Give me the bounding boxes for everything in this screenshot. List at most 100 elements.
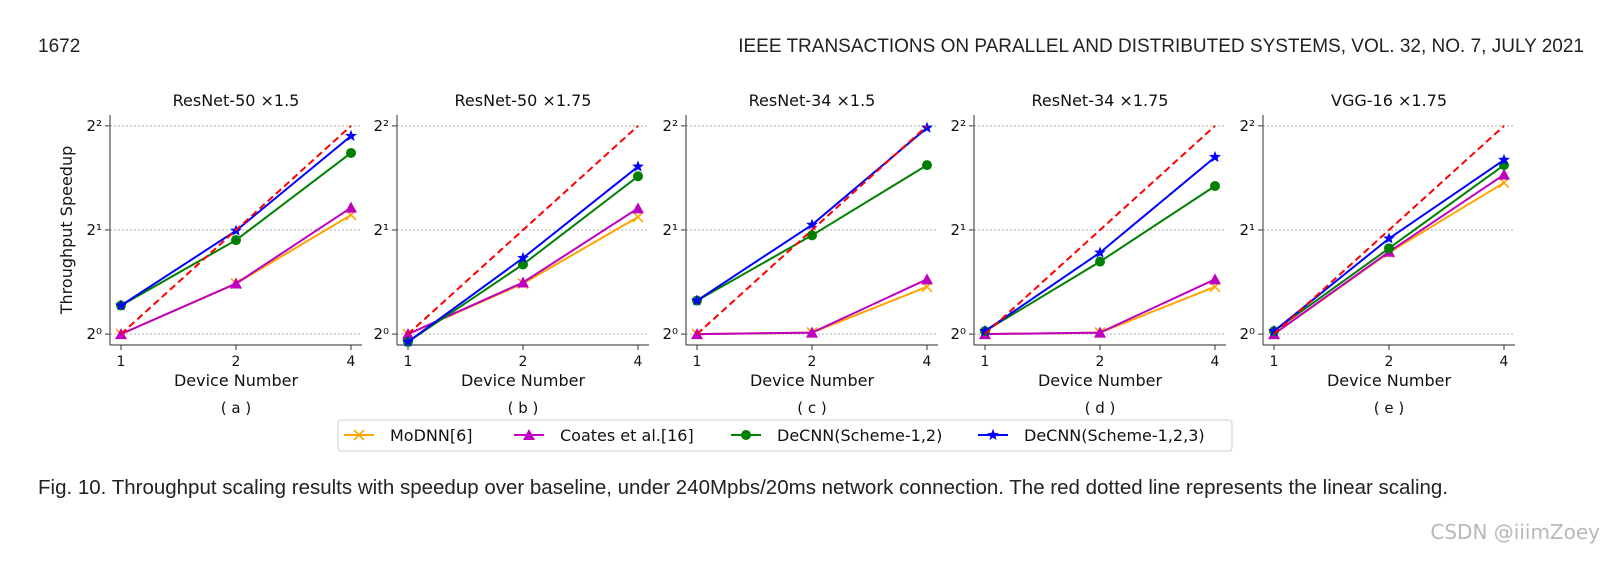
chart-title: ResNet-34 ×1.5 [749,91,876,110]
star-marker [517,251,529,263]
y-tick-label: 2¹ [86,221,102,239]
star-marker [1209,150,1221,163]
subfigure-label: ( c ) [797,399,827,417]
star-marker [1498,153,1510,165]
y-tick-label: 2¹ [1239,221,1255,239]
circle-marker [633,171,643,182]
circle-marker [807,230,817,241]
series-circle [980,181,1220,337]
subfigure-label: ( d ) [1085,399,1116,417]
circle-marker [346,147,356,158]
series-x [1268,177,1510,340]
series-line [1273,181,1505,335]
y-tick-label: 2² [373,117,389,135]
y-tick-label: 2² [662,117,678,135]
chart-panel-a: 2⁰ 2¹ 2² 1 2 4 ResNet-50 ×1.5 Device Number ( a … [57,91,362,417]
linear-scaling-line [696,125,928,335]
star-marker [1094,246,1106,258]
x-tick-label: 1 [981,354,990,370]
y-tick-label: 2² [1239,117,1255,135]
series-line [407,207,639,336]
legend-entry: DeCNN(Scheme-1,2) [731,426,942,445]
x-tick-label: 4 [1211,354,1220,370]
x-marker [353,429,365,441]
star-marker [115,299,127,311]
x-tick-label: 4 [1500,354,1509,370]
x-marker [632,211,644,223]
series-star [1268,153,1510,337]
x-tick-label: 2 [232,354,241,370]
series-star [691,121,933,306]
x-tick-label: 1 [1270,354,1279,370]
legend-label: DeCNN(Scheme-1,2) [777,426,942,445]
star-marker [632,160,644,172]
star-marker [1268,324,1280,337]
star-marker [691,294,703,306]
legend-entry: Coates et al.[16] [514,426,694,445]
x-tick-label: 1 [404,354,413,370]
circle-marker [1210,181,1220,192]
circle-marker [231,235,241,246]
legend-entry: MoDNN[6] [344,426,473,445]
y-tick-label: 2⁰ [950,325,966,343]
star-marker [987,428,999,440]
triangle-marker [632,202,644,214]
chart-panel-c: 2⁰ 2¹ 2² 1 2 4 ResNet-34 ×1.5 Device Number ( c … [662,91,938,417]
y-tick-label: 2² [950,117,966,135]
triangle-marker [1094,326,1106,338]
subfigure-label: ( a ) [221,399,251,417]
legend-label: DeCNN(Scheme-1,2,3) [1024,426,1205,445]
linear-scaling-line [120,125,352,335]
x-axis-label: Device Number [174,371,299,390]
y-tick-label: 2⁰ [662,325,678,343]
journal-header: IEEE TRANSACTIONS ON PARALLEL AND DISTRI… [738,36,1584,57]
star-marker [806,218,818,230]
legend-entry: DeCNN(Scheme-1,2,3) [978,426,1205,445]
linear-scaling-line [1273,125,1505,335]
legend: MoDNN[6] Coates et al.[16] DeCNN(Scheme-1,… [337,419,1233,452]
x-axis-label: Device Number [1327,371,1452,390]
triangle-marker [1209,273,1221,285]
x-tick-label: 2 [1385,354,1394,370]
x-tick-label: 2 [519,354,528,370]
triangle-marker [345,201,357,213]
legend-label: MoDNN[6] [390,426,473,445]
series-triangle [979,273,1221,340]
legend-box [337,419,1233,452]
triangle-marker [806,326,818,338]
circle-marker [1384,243,1394,254]
star-marker [1383,232,1395,244]
triangle-marker [1498,168,1510,180]
x-tick-label: 4 [347,354,356,370]
circle-marker [922,160,932,171]
chart-title: ResNet-50 ×1.75 [455,91,592,110]
star-marker [402,335,414,347]
y-tick-label: 2¹ [373,221,389,239]
x-tick-label: 1 [117,354,126,370]
circle-marker [1095,256,1105,267]
series-line [696,278,928,336]
x-axis-label: Device Number [1038,371,1163,390]
chart-title: ResNet-34 ×1.75 [1032,91,1169,110]
figure-caption: Fig. 10. Throughput scaling results with… [38,476,1449,499]
chart-title: ResNet-50 ×1.5 [173,91,300,110]
y-tick-label: 2¹ [662,221,678,239]
linear-scaling-line [407,125,639,335]
subfigure-label: ( e ) [1374,399,1404,417]
y-axis-label: Throughput Speedup [57,146,76,315]
page-number: 1672 [38,36,81,57]
y-tick-label: 2¹ [950,221,966,239]
x-tick-label: 1 [693,354,702,370]
x-tick-label: 2 [1096,354,1105,370]
series-star [402,160,644,347]
x-tick-label: 4 [634,354,643,370]
chart-panel-d: 2⁰ 2¹ 2² 1 2 4 ResNet-34 ×1.75 Device Number ( d… [950,91,1226,417]
chart-panel-e: 2⁰ 2¹ 2² 1 2 4 VGG-16 ×1.75 Device Number ( e ) [1239,91,1515,417]
triangle-marker [523,429,535,440]
series-circle [1269,160,1509,337]
circle-marker [741,430,751,440]
x-tick-label: 2 [808,354,817,370]
x-axis-label: Device Number [750,371,875,390]
series-line [696,127,928,302]
